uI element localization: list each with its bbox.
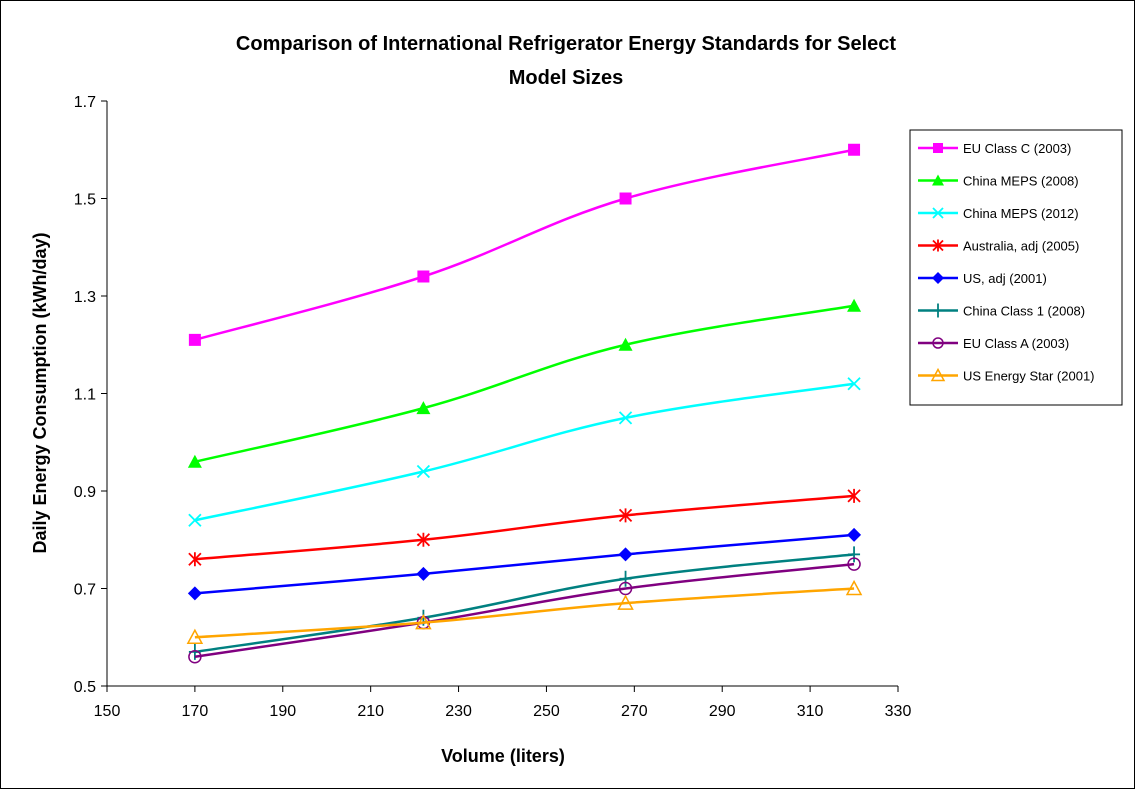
y-tick-label: 1.5	[74, 192, 96, 209]
data-point-star	[847, 488, 861, 503]
chart-title-line-2: Model Sizes	[509, 67, 623, 89]
data-point-triangle	[932, 174, 944, 186]
data-point-circle	[932, 337, 944, 349]
data-point-triangle-open	[186, 628, 204, 644]
data-point-triangle	[847, 298, 862, 312]
data-point-x	[618, 411, 633, 425]
x-tick-label: 310	[797, 703, 824, 720]
legend-label: China Class 1 (2008)	[963, 304, 1085, 319]
data-point-star	[618, 508, 633, 523]
data-point-star	[416, 532, 431, 547]
legend-item: US Energy Star (2001)	[918, 367, 1095, 384]
series-line	[194, 494, 855, 561]
series-australia-adj-2005	[188, 488, 861, 567]
legend-item: Australia, adj (2005)	[918, 239, 1079, 254]
series-us-adj-2001	[187, 527, 862, 601]
x-tick-label: 270	[621, 703, 648, 720]
legend: EU Class C (2003) China MEPS (2008) China …	[909, 129, 1123, 406]
data-point-square	[933, 143, 943, 153]
x-tick-label: 210	[357, 703, 384, 720]
data-point-triangle-open	[415, 614, 432, 630]
data-point-diamond	[618, 547, 633, 562]
series-line	[194, 562, 855, 658]
x-axis-label: Volume (liters)	[441, 746, 565, 766]
series-line	[194, 533, 855, 595]
data-point-triangle-open	[845, 579, 863, 596]
y-tick-label: 0.5	[74, 679, 96, 696]
legend-item: US, adj (2001)	[918, 271, 1047, 286]
legend-item: EU Class A (2003)	[918, 336, 1069, 351]
axes: 0.5 0.7 0.9 1.1 1.3 1.5 1.7 150 170 190 210 230 250 2…	[74, 94, 912, 720]
y-tick-label: 1.3	[74, 289, 96, 306]
data-point-star	[188, 552, 202, 567]
legend-item: EU Class C (2003)	[918, 141, 1071, 156]
data-point-plus	[619, 570, 632, 587]
series-layer	[186, 143, 863, 664]
x-tick-label: 190	[269, 703, 296, 720]
data-point-plus	[848, 546, 861, 563]
data-point-triangle	[618, 337, 633, 351]
data-point-star	[932, 239, 944, 252]
series-line	[194, 304, 855, 463]
series-eu-class-a-2003	[188, 557, 861, 664]
x-tick-label: 150	[94, 703, 121, 720]
series-eu-class-c-2003	[188, 143, 861, 346]
data-point-square	[619, 192, 632, 205]
data-point-diamond	[847, 527, 862, 542]
series-china-meps-2012	[188, 377, 861, 527]
data-point-triangle-open	[930, 367, 946, 382]
y-tick-label: 0.7	[74, 582, 96, 599]
x-tick-label: 230	[445, 703, 472, 720]
series-line	[194, 382, 855, 522]
x-tick-label: 290	[709, 703, 736, 720]
data-point-x	[188, 513, 202, 527]
data-point-x	[932, 207, 944, 219]
x-tick-label: 250	[533, 703, 560, 720]
data-point-x	[416, 464, 431, 479]
y-tick-label: 0.9	[74, 484, 96, 501]
data-point-plus	[933, 303, 943, 318]
data-point-circle	[618, 581, 633, 596]
legend-label: Australia, adj (2005)	[963, 239, 1079, 254]
data-point-triangle	[416, 401, 431, 415]
legend-label: China MEPS (2012)	[963, 206, 1079, 221]
data-point-triangle	[187, 454, 202, 468]
legend-label: China MEPS (2008)	[963, 174, 1079, 189]
data-point-circle	[847, 557, 861, 571]
y-axis-label: Daily Energy Consumption (kWh/day)	[30, 232, 50, 553]
legend-label: EU Class C (2003)	[963, 141, 1071, 156]
data-point-diamond	[932, 272, 944, 284]
series-line	[194, 587, 855, 639]
data-point-circle	[188, 650, 202, 664]
legend-label: US, adj (2001)	[963, 271, 1047, 286]
data-point-diamond	[416, 566, 431, 581]
legend-box	[909, 129, 1123, 406]
series-line	[194, 553, 855, 654]
series-line	[194, 148, 855, 342]
y-tick-label: 1.7	[74, 94, 96, 111]
legend-item: China MEPS (2008)	[918, 174, 1079, 189]
x-tick-label: 170	[182, 703, 209, 720]
data-point-square	[417, 270, 430, 283]
legend-item: China MEPS (2012)	[918, 206, 1079, 221]
data-point-x	[847, 377, 861, 391]
x-tick-label: 330	[885, 703, 912, 720]
data-point-square	[848, 143, 861, 156]
legend-item: China Class 1 (2008)	[918, 303, 1085, 319]
y-tick-label: 1.1	[74, 387, 96, 404]
series-china-meps-2008	[187, 298, 862, 468]
legend-label: EU Class A (2003)	[963, 336, 1069, 351]
data-point-square	[188, 333, 201, 346]
data-point-triangle-open	[617, 594, 634, 610]
series-us-energy-star-2001	[186, 579, 863, 644]
data-point-diamond	[187, 586, 202, 601]
chart-title-line-1: Comparison of International Refrigerator…	[236, 33, 896, 55]
legend-label: US Energy Star (2001)	[963, 369, 1095, 384]
